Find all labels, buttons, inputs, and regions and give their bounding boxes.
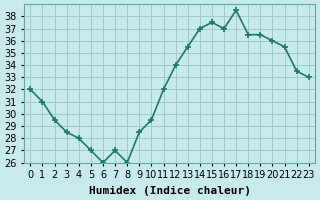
X-axis label: Humidex (Indice chaleur): Humidex (Indice chaleur) bbox=[89, 186, 251, 196]
